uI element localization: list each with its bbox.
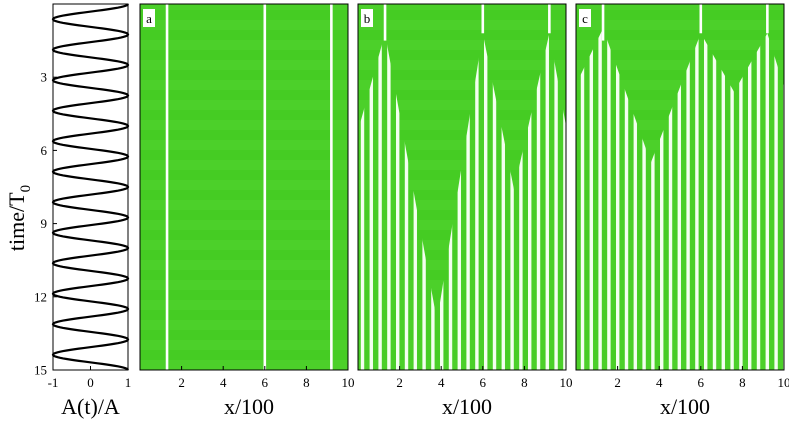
- amplitude-axis-title: A(t)/A: [61, 394, 120, 419]
- x-tick-label: 4: [656, 375, 663, 390]
- y-tick-label: 15: [34, 363, 47, 378]
- amplitude-frame: [52, 3, 129, 371]
- striped-region: [576, 28, 784, 370]
- x-tick-label: 4: [220, 375, 227, 390]
- x-tick-label: 8: [521, 375, 528, 390]
- x-tick-label: 2: [396, 375, 403, 390]
- panel-frame: [139, 3, 349, 371]
- x-tick-label: 0: [87, 375, 94, 390]
- x-tick-label: 10: [778, 375, 789, 390]
- x-tick-label: 1: [125, 375, 132, 390]
- x-axis-title: x/100: [660, 394, 710, 419]
- heatmap-field: [358, 4, 566, 370]
- y-tick-label: 6: [41, 143, 48, 158]
- heatmap-field: [576, 4, 784, 370]
- heatmap-background: [140, 4, 348, 370]
- panel-c: c 2 4 6 8 10 x/100: [575, 3, 789, 419]
- y-axis-title: time/T0: [4, 185, 34, 251]
- panel-label-box: [579, 9, 591, 27]
- x-tick-label: 10: [342, 375, 355, 390]
- x-tick-label: 6: [262, 375, 269, 390]
- amplitude-curve: [51, 3, 130, 371]
- panel-frame: [357, 3, 567, 371]
- y-axis-title-subscript: 0: [18, 185, 34, 193]
- heatmap-field: [140, 4, 348, 370]
- y-tick-label: 3: [41, 70, 48, 85]
- x-tick-label: 8: [739, 375, 746, 390]
- x-tick-label: 6: [698, 375, 705, 390]
- x-axis-title: x/100: [442, 394, 492, 419]
- x-tick-label: 4: [438, 375, 445, 390]
- panel-label: b: [364, 11, 371, 26]
- panel-b: b 2 4 6 8 10 x/100: [357, 3, 573, 419]
- x-tick-label: 6: [480, 375, 487, 390]
- striped-region: [358, 33, 566, 370]
- x-tick-label: -1: [48, 375, 59, 390]
- y-axis-title-main: time/T: [4, 192, 29, 251]
- panel-label: c: [582, 11, 588, 26]
- x-axis-title: x/100: [224, 394, 274, 419]
- panel-label-box: [143, 9, 155, 27]
- x-tick-label: 2: [178, 375, 185, 390]
- x-tick-label: 8: [303, 375, 310, 390]
- panel-a: a 2 4 6 8 10 x/100: [139, 3, 355, 419]
- y-tick-label: 9: [41, 216, 48, 231]
- x-tick-label: 10: [560, 375, 573, 390]
- x-tick-label: 2: [614, 375, 621, 390]
- y-tick-label: 12: [34, 289, 47, 304]
- panel-label-box: [361, 9, 373, 27]
- panel-label: a: [146, 11, 152, 26]
- amplitude-panel: -1 0 1 3 6 9 12 15 A(t)/A: [34, 3, 132, 419]
- panel-frame: [575, 3, 785, 371]
